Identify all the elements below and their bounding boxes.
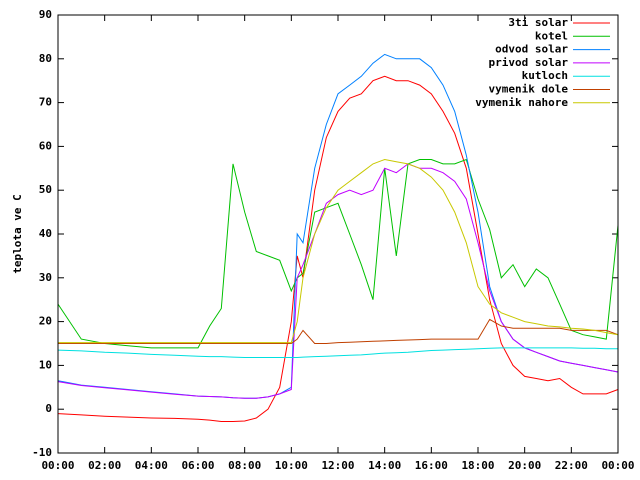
- series-line: [58, 158, 619, 344]
- series-line: [57, 163, 619, 399]
- x-tick-label: 18:00: [461, 459, 494, 472]
- x-tick-label: 10:00: [275, 459, 308, 472]
- legend-label: kutloch: [522, 69, 568, 82]
- legend-label: odvod solar: [495, 43, 568, 56]
- legend-label: 3ti solar: [508, 16, 568, 29]
- x-tick-label: 02:00: [88, 459, 121, 472]
- y-tick-label: 60: [39, 139, 52, 152]
- y-tick-label: 30: [39, 271, 52, 284]
- x-tick-label: 08:00: [228, 459, 261, 472]
- y-axis-label: teplota ve C: [11, 194, 24, 273]
- legend-label: kotel: [535, 29, 568, 42]
- y-tick-label: 40: [39, 227, 52, 240]
- y-tick-label: 10: [39, 358, 52, 371]
- series-line: [57, 158, 619, 349]
- y-tick-label: -10: [32, 446, 52, 459]
- y-tick-label: 50: [39, 183, 52, 196]
- x-tick-label: 06:00: [181, 459, 214, 472]
- y-tick-label: 90: [39, 8, 52, 21]
- series-line: [58, 318, 619, 344]
- x-tick-label: 00:00: [41, 459, 74, 472]
- series-line: [57, 75, 619, 422]
- plot-border: [57, 14, 619, 454]
- y-tick-label: 0: [45, 402, 52, 415]
- x-tick-label: 04:00: [135, 459, 168, 472]
- y-tick-label: 20: [39, 315, 52, 328]
- x-tick-label: 12:00: [321, 459, 354, 472]
- x-tick-label: 22:00: [555, 459, 588, 472]
- legend-label: vymenik nahore: [475, 96, 568, 109]
- legend-label: vymenik dole: [489, 83, 569, 96]
- x-tick-label: 20:00: [508, 459, 541, 472]
- y-tick-label: 70: [39, 96, 52, 109]
- x-tick-label: 16:00: [415, 459, 448, 472]
- x-tick-label: 14:00: [368, 459, 401, 472]
- x-tick-label: 00:00: [601, 459, 634, 472]
- legend-label: privod solar: [489, 56, 569, 69]
- y-tick-label: 80: [39, 52, 52, 65]
- series-line: [57, 347, 618, 358]
